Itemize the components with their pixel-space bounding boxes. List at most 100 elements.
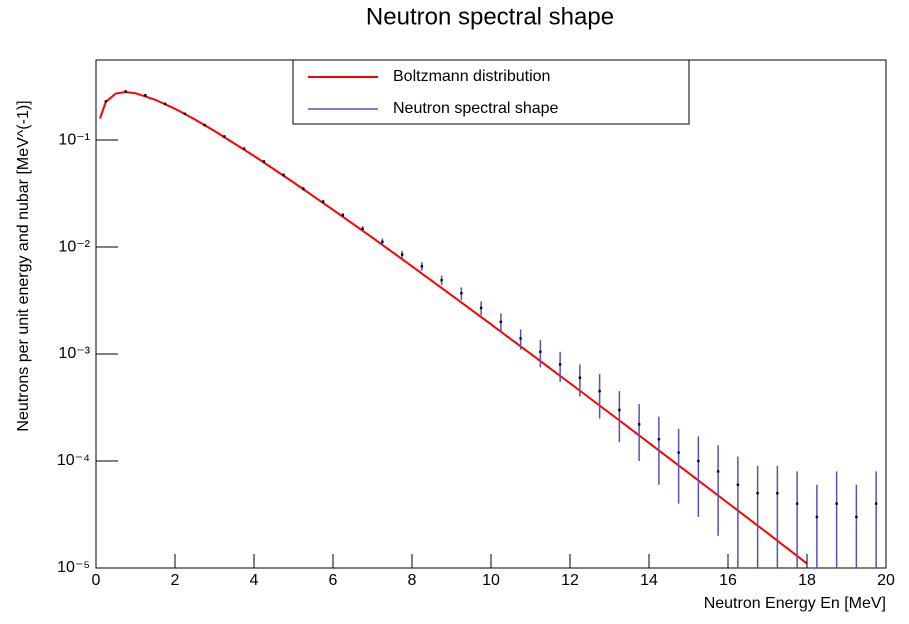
error-point bbox=[558, 351, 562, 382]
error-point bbox=[618, 391, 621, 443]
error-point bbox=[697, 436, 700, 517]
error-point bbox=[341, 213, 345, 218]
error-point bbox=[223, 135, 226, 138]
error-point bbox=[381, 238, 384, 246]
error-point bbox=[578, 364, 582, 397]
error-point bbox=[361, 226, 364, 232]
x-tick-label: 12 bbox=[561, 572, 579, 589]
error-point bbox=[815, 484, 819, 568]
point bbox=[242, 147, 246, 150]
legend-box bbox=[292, 59, 690, 125]
error-point bbox=[479, 301, 483, 316]
point bbox=[697, 459, 700, 463]
error-point bbox=[420, 262, 424, 271]
point bbox=[223, 135, 226, 138]
y-tick-label: 10⁻¹ bbox=[58, 131, 90, 148]
error-point bbox=[756, 465, 759, 568]
error-point bbox=[321, 199, 325, 204]
error-point bbox=[124, 90, 127, 93]
point bbox=[341, 214, 345, 217]
y-tick-label: 10⁻⁵ bbox=[57, 559, 90, 576]
chart-title: Neutron spectral shape bbox=[366, 3, 614, 30]
y-tick-label: 10⁻² bbox=[58, 238, 90, 255]
point bbox=[736, 483, 740, 486]
point bbox=[104, 100, 108, 103]
error-point bbox=[598, 374, 601, 419]
point bbox=[835, 502, 838, 505]
error-point bbox=[302, 186, 305, 191]
point bbox=[361, 227, 364, 231]
curve bbox=[99, 91, 808, 565]
y-tick-label: 10⁻⁴ bbox=[57, 452, 90, 469]
legend-label: Boltzmann distribution bbox=[393, 68, 550, 85]
error-point bbox=[874, 471, 878, 568]
x-tick-label: 6 bbox=[329, 572, 338, 589]
point bbox=[578, 376, 582, 379]
error-point bbox=[519, 329, 522, 350]
point bbox=[460, 292, 463, 295]
error-point bbox=[835, 471, 838, 568]
point bbox=[815, 515, 819, 519]
error-point bbox=[539, 340, 542, 368]
error-point bbox=[262, 160, 266, 164]
point bbox=[163, 102, 167, 106]
error-point bbox=[104, 100, 108, 103]
point bbox=[124, 90, 127, 93]
y-tick-label: 10⁻³ bbox=[58, 345, 90, 362]
point bbox=[637, 423, 641, 426]
error-point bbox=[183, 112, 187, 115]
error-point bbox=[163, 102, 167, 106]
point bbox=[519, 337, 522, 340]
point bbox=[874, 502, 878, 505]
error-point bbox=[242, 147, 246, 151]
x-tick-label: 16 bbox=[719, 572, 737, 589]
error-point bbox=[144, 94, 147, 97]
point bbox=[262, 160, 266, 163]
point bbox=[420, 265, 424, 268]
point bbox=[144, 94, 147, 97]
point bbox=[558, 363, 562, 366]
x-tick-label: 20 bbox=[877, 572, 895, 589]
point bbox=[282, 173, 285, 177]
x-tick-label: 2 bbox=[171, 572, 180, 589]
error-point bbox=[637, 404, 641, 462]
point bbox=[302, 187, 305, 191]
x-tick-label: 8 bbox=[408, 572, 417, 589]
point bbox=[677, 451, 680, 454]
error-point bbox=[716, 445, 720, 536]
point bbox=[657, 437, 661, 441]
error-point bbox=[203, 123, 206, 127]
point bbox=[321, 200, 325, 203]
error-point bbox=[400, 250, 404, 259]
point bbox=[618, 408, 621, 412]
legend-label: Neutron spectral shape bbox=[393, 100, 559, 117]
error-point bbox=[499, 313, 503, 333]
y-axis-label: Neutrons per unit energy and nubar [MeV^… bbox=[15, 100, 32, 431]
error-point bbox=[736, 456, 740, 568]
error-point bbox=[855, 484, 858, 568]
point bbox=[716, 470, 720, 473]
error-point bbox=[795, 471, 799, 568]
plot-frame bbox=[95, 59, 887, 569]
point bbox=[183, 112, 187, 115]
error-point bbox=[677, 428, 680, 504]
error-point bbox=[460, 287, 463, 300]
x-tick-label: 14 bbox=[640, 572, 658, 589]
error-point bbox=[776, 465, 779, 568]
point bbox=[440, 278, 443, 282]
point bbox=[479, 306, 483, 310]
point bbox=[795, 502, 799, 505]
point bbox=[400, 253, 404, 256]
x-tick-label: 18 bbox=[798, 572, 816, 589]
plot-area bbox=[99, 90, 878, 568]
x-tick-label: 10 bbox=[482, 572, 500, 589]
point bbox=[539, 350, 542, 353]
point bbox=[756, 492, 759, 495]
error-point bbox=[440, 275, 443, 286]
x-axis-label: Neutron Energy En [MeV] bbox=[704, 595, 886, 612]
point bbox=[598, 389, 601, 393]
error-point bbox=[657, 416, 661, 485]
point bbox=[776, 492, 779, 495]
x-tick-label: 4 bbox=[250, 572, 259, 589]
